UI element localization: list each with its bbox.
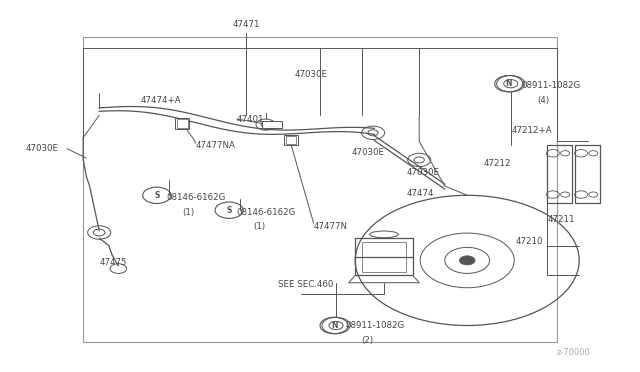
Text: 47030E: 47030E: [26, 144, 59, 153]
Text: (2): (2): [362, 336, 374, 345]
Bar: [175, 118, 189, 129]
Text: 47401: 47401: [237, 115, 264, 124]
Text: 47474: 47474: [406, 189, 434, 198]
Text: 47030E: 47030E: [294, 70, 328, 79]
Circle shape: [460, 256, 475, 265]
Text: 08911-1082G: 08911-1082G: [522, 81, 581, 90]
Text: 47477NA: 47477NA: [195, 141, 235, 150]
Text: 47211: 47211: [547, 215, 575, 224]
Text: 47477N: 47477N: [314, 222, 348, 231]
Text: (4): (4): [538, 96, 550, 105]
Bar: [575, 145, 600, 203]
Bar: [547, 145, 572, 203]
Text: (1): (1): [182, 208, 195, 217]
Text: 47475: 47475: [99, 258, 127, 267]
Text: 08911-1082G: 08911-1082G: [346, 321, 405, 330]
Text: 47212+A: 47212+A: [512, 126, 552, 135]
Text: 47210: 47210: [515, 237, 543, 246]
Bar: [262, 121, 282, 128]
Text: SEE SEC.460: SEE SEC.460: [278, 280, 334, 289]
Text: N: N: [331, 321, 337, 330]
Bar: [362, 242, 406, 272]
Bar: [355, 238, 413, 275]
Bar: [177, 119, 188, 128]
Text: 47474+A: 47474+A: [141, 96, 181, 105]
Text: S: S: [154, 191, 159, 200]
Text: 47030E: 47030E: [352, 148, 385, 157]
Bar: [83, 37, 557, 342]
Text: z-70000: z-70000: [557, 348, 591, 357]
Text: N: N: [506, 79, 512, 88]
Bar: [286, 136, 296, 144]
Text: 47212: 47212: [483, 159, 511, 168]
Text: S: S: [227, 206, 232, 215]
Bar: [284, 135, 298, 145]
Text: 47471: 47471: [233, 20, 260, 29]
Text: 47030E: 47030E: [406, 169, 440, 177]
Text: 08146-6162G: 08146-6162G: [166, 193, 226, 202]
Text: 08146-6162G: 08146-6162G: [237, 208, 296, 217]
Text: (1): (1): [253, 222, 265, 231]
